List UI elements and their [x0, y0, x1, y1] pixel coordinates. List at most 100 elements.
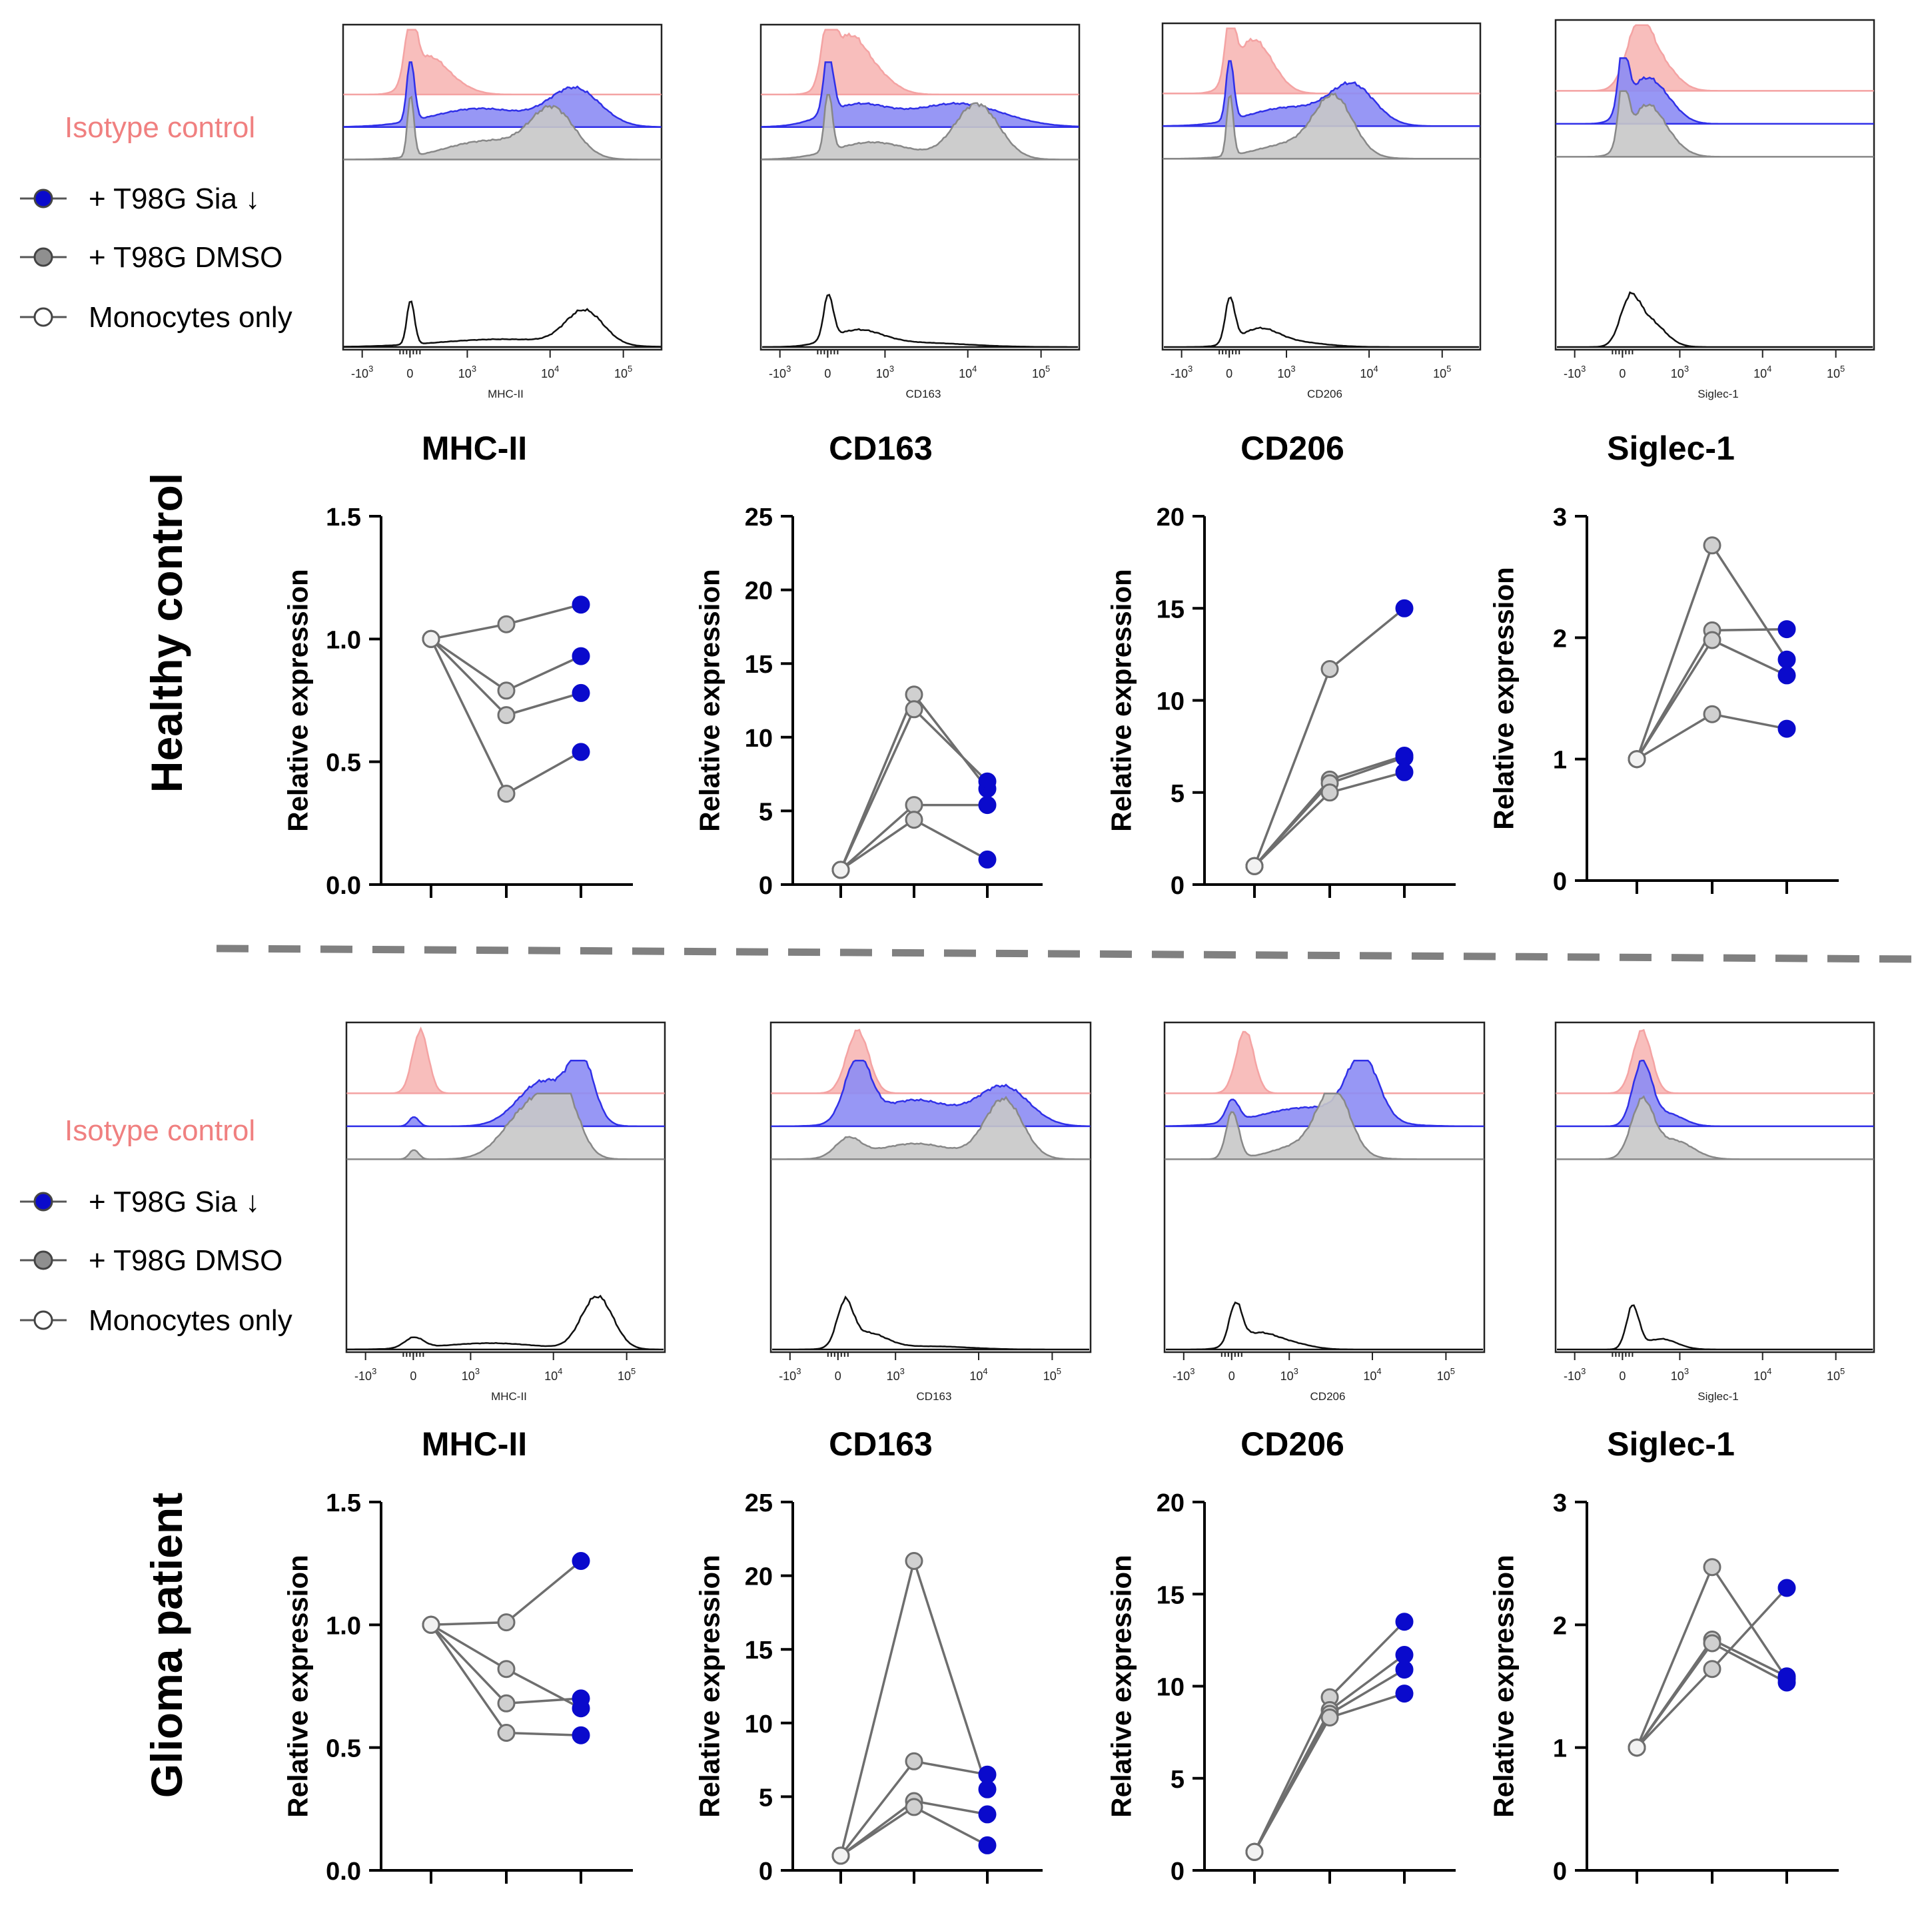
data-point-sia — [1777, 1673, 1796, 1692]
y-tick-label: 0.5 — [326, 749, 361, 777]
series-line — [430, 1624, 582, 1736]
histogram-sia — [1556, 57, 1874, 125]
flow-axis-label: MHC-II — [491, 1390, 527, 1403]
data-point-dmso — [1703, 1660, 1721, 1679]
legend-label-dmso: + T98G DMSO — [89, 241, 282, 274]
y-tick-label: 1.0 — [326, 626, 361, 654]
y-tick-label: 0 — [759, 872, 773, 900]
line-chart-panel: CD206 0 5 10 15 20 Relative expression — [1106, 1425, 1456, 1886]
section-divider — [216, 945, 1919, 963]
histogram-monocytes — [1557, 291, 1873, 348]
data-point-sia — [1777, 650, 1796, 669]
legend-label-dmso: + T98G DMSO — [89, 1244, 282, 1277]
flow-axis-tick-label: 104 — [959, 364, 977, 380]
y-tick-label: 1 — [1553, 1735, 1567, 1763]
histogram-frame — [1554, 1021, 1875, 1353]
flow-axis-tick-label: -103 — [1171, 364, 1193, 380]
data-point-sia — [978, 1765, 997, 1784]
histogram-frame — [1161, 22, 1482, 351]
data-point-sia — [1395, 1613, 1414, 1631]
series-line — [1636, 638, 1787, 760]
y-tick-label: 10 — [1157, 1674, 1185, 1702]
data-point-sia — [572, 1689, 590, 1708]
flow-axis-tick-label: -103 — [1564, 1366, 1586, 1383]
series-line — [1253, 1654, 1406, 1853]
data-point-dmso — [497, 681, 516, 700]
flow-axis-label: CD206 — [1310, 1390, 1346, 1403]
legend-label-mono: Monocytes only — [89, 1304, 292, 1337]
y-tick-label: 20 — [745, 577, 773, 605]
y-tick-label: 15 — [745, 1637, 773, 1665]
flow-axis-tick-label: 105 — [614, 364, 632, 380]
legend-marker — [33, 307, 53, 327]
flow-axis-label: CD163 — [906, 388, 941, 400]
histogram-monocytes — [1164, 296, 1479, 348]
flow-axis-tick-label: 103 — [887, 1366, 905, 1383]
flow-axis-tick-label: 103 — [1277, 364, 1295, 380]
data-point-monocytes — [1245, 1842, 1264, 1861]
data-point-sia — [1395, 1661, 1414, 1679]
histogram-isotype — [1556, 24, 1874, 92]
data-point-sia — [978, 772, 997, 791]
flow-axis-tick-label: 104 — [1753, 1366, 1771, 1383]
flow-histogram-panel: -103 0 103 104 105 CD163 — [759, 23, 1081, 400]
flow-axis-tick-label: 103 — [458, 364, 476, 380]
legend-label-isotype: Isotype control — [65, 1114, 255, 1147]
flow-axis-tick-label: 105 — [1043, 1366, 1061, 1383]
legend-marker — [33, 189, 53, 208]
histogram-monocytes — [1166, 1301, 1483, 1351]
y-tick-label: 0 — [1553, 868, 1567, 896]
data-point-dmso — [905, 700, 923, 719]
data-point-sia — [1777, 719, 1796, 738]
histogram-dmso — [1163, 92, 1480, 160]
data-point-dmso — [1320, 783, 1339, 802]
data-point-dmso — [1703, 1634, 1721, 1653]
y-tick-label: 10 — [1157, 688, 1185, 716]
flow-axis-tick-label: 103 — [462, 1366, 480, 1383]
series-line — [1636, 542, 1788, 760]
series-line — [1253, 607, 1406, 867]
histogram-dmso — [1556, 90, 1874, 158]
data-point-dmso — [497, 1694, 516, 1713]
y-axis-label: Relative expression — [1488, 1555, 1520, 1818]
histogram-dmso — [771, 1096, 1091, 1160]
data-point-sia — [1395, 748, 1414, 767]
data-point-dmso — [1703, 1558, 1721, 1577]
data-point-monocytes — [831, 861, 850, 879]
flow-histogram-panel: -103 0 103 104 105 MHC-II — [342, 23, 663, 400]
flow-axis-tick-label: -103 — [354, 1366, 376, 1383]
histogram-frame — [769, 1021, 1092, 1353]
y-tick-label: 0 — [1171, 872, 1185, 900]
dashed-divider-line — [216, 945, 1919, 963]
flow-axis-tick-label: 103 — [1671, 1366, 1689, 1383]
chart-title: MHC-II — [422, 430, 527, 467]
data-point-dmso — [905, 1752, 923, 1770]
flow-histogram-panel: -103 0 103 104 105 CD206 — [1163, 1021, 1486, 1403]
chart-title: CD206 — [1240, 430, 1344, 467]
flow-histogram-panel: -103 0 103 104 105 CD163 — [769, 1021, 1092, 1403]
flow-histogram-panel: -103 0 103 104 105 Siglec-1 — [1554, 19, 1875, 400]
line-chart-panel: Siglec-1 0 1 2 3 Relative expression — [1488, 1425, 1839, 1886]
data-point-dmso — [1320, 660, 1339, 678]
flow-axis-tick-label: 104 — [1363, 1366, 1381, 1383]
y-axis-label: Relative expression — [1488, 567, 1520, 830]
histogram-frame — [1163, 1021, 1486, 1353]
flow-axis-tick-label: 105 — [1433, 364, 1451, 380]
flow-axis-tick-label: 104 — [544, 1366, 562, 1383]
legend-label-sia: + T98G Sia ↓ — [89, 183, 260, 215]
flow-axis-tick-label: 0 — [1619, 1369, 1626, 1383]
data-point-sia — [1777, 1579, 1796, 1597]
histogram-dmso — [1165, 1092, 1484, 1160]
data-point-dmso — [497, 1724, 516, 1742]
data-point-sia — [978, 850, 997, 869]
flow-axis-tick-label: 105 — [618, 1366, 636, 1383]
y-tick-label: 0 — [1171, 1858, 1185, 1886]
flow-axis-label: CD206 — [1307, 388, 1342, 400]
group-label: Glioma patient — [142, 1493, 191, 1798]
line-chart-panel: MHC-II 0.0 0.5 1.0 1.5 Relative expression — [282, 430, 633, 900]
flow-axis-tick-label: 0 — [1619, 367, 1626, 380]
data-point-dmso — [1320, 1709, 1339, 1726]
histogram-dmso — [761, 93, 1079, 161]
